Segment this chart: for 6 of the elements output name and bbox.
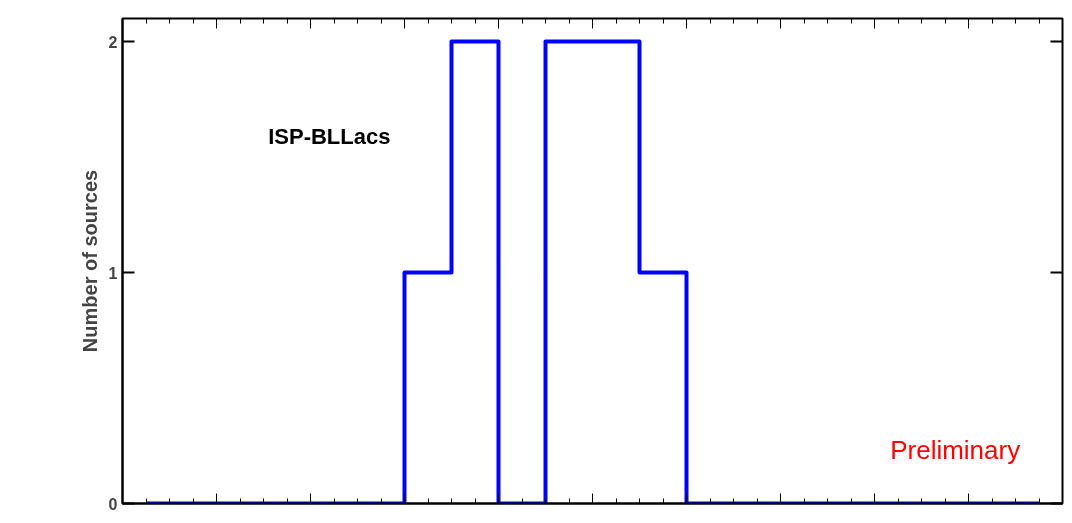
y-tick-label: 2: [108, 33, 118, 51]
annotation: ISP-BLLacs: [268, 124, 391, 150]
annotation: Preliminary: [890, 434, 1021, 465]
y-tick-label: 1: [108, 264, 118, 282]
y-axis-title: Number of sources: [78, 169, 101, 353]
y-tick-label: 0: [108, 495, 118, 513]
